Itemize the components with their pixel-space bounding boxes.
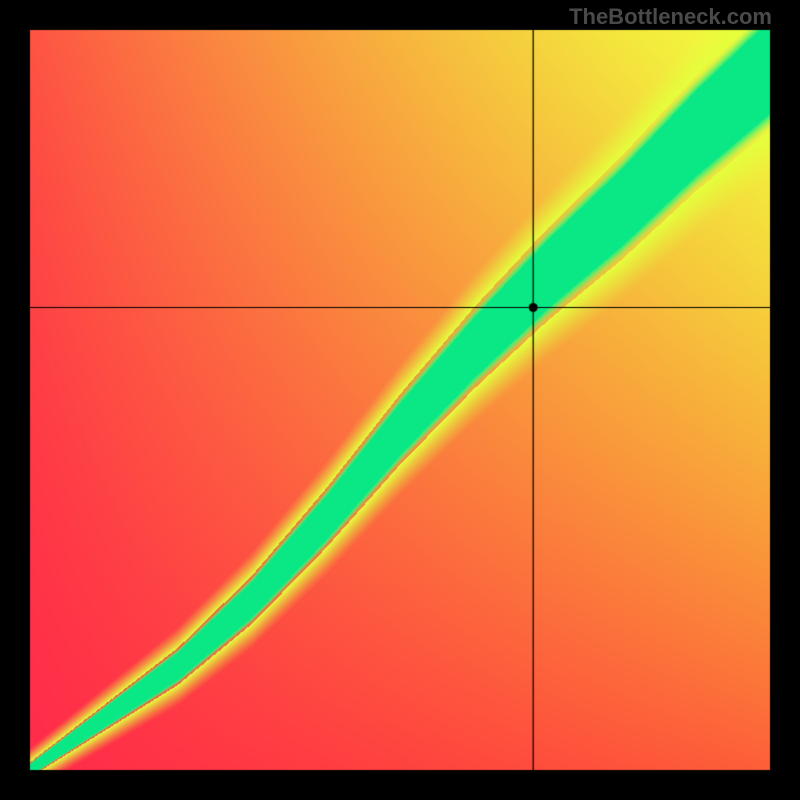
chart-container: TheBottleneck.com [0,0,800,800]
heatmap-canvas [0,0,800,800]
watermark-label: TheBottleneck.com [569,4,772,30]
